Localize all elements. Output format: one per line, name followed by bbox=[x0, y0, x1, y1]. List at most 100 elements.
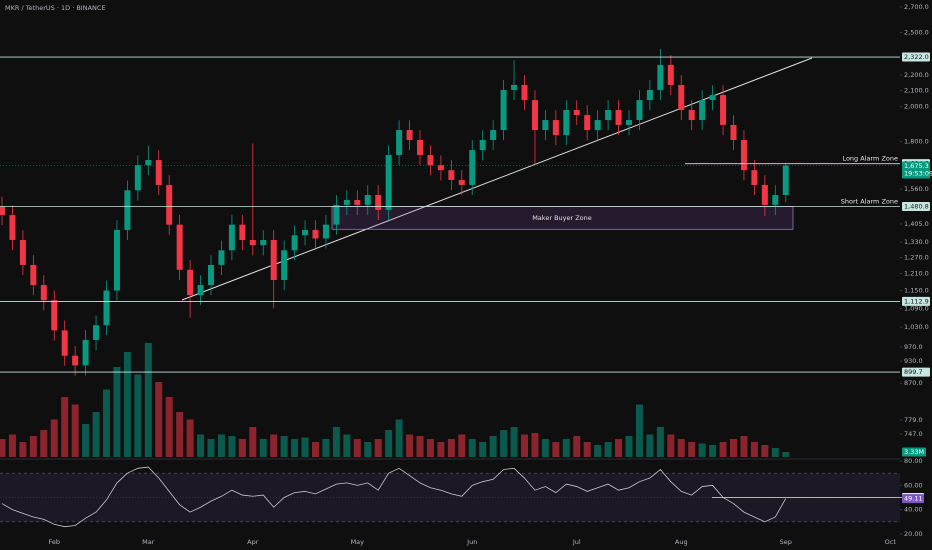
candle-body bbox=[61, 330, 68, 356]
candle-body bbox=[155, 160, 162, 185]
rsi-tick-label: 60.00 bbox=[904, 481, 923, 489]
candle-body bbox=[364, 195, 371, 205]
volume-bar bbox=[270, 434, 278, 457]
volume-bar bbox=[698, 443, 706, 457]
y-tick-label: 1,030.0 bbox=[904, 323, 929, 331]
candle-body bbox=[312, 229, 319, 239]
candle-body bbox=[678, 84, 685, 110]
level-tag-label: 1,112.9 bbox=[904, 297, 929, 305]
candle-body bbox=[730, 124, 737, 141]
level-tag bbox=[902, 52, 930, 62]
volume-bar bbox=[656, 427, 664, 457]
chart-title: MKR / TetherUS · 1D · BINANCE bbox=[5, 4, 106, 12]
volume-bar bbox=[416, 436, 424, 457]
x-tick-label: Mar bbox=[142, 538, 155, 546]
volume-bar bbox=[771, 448, 779, 457]
candle-body bbox=[333, 204, 340, 225]
candle-body bbox=[563, 109, 570, 136]
level-name: Short Alarm Zone bbox=[841, 198, 898, 206]
candle-body bbox=[176, 224, 183, 270]
volume-bar bbox=[761, 445, 769, 457]
candle-body bbox=[396, 130, 403, 156]
candle-body bbox=[782, 165, 789, 196]
volume-bar bbox=[426, 439, 434, 457]
x-tick-label: Jun bbox=[466, 538, 477, 546]
volume-bar bbox=[531, 433, 539, 457]
candle-body bbox=[30, 264, 37, 286]
volume-bar bbox=[750, 442, 758, 457]
volume-bar bbox=[186, 419, 194, 457]
y-tick-label: 1,560.0 bbox=[904, 185, 929, 193]
y-tick-label: 970.0 bbox=[904, 343, 923, 351]
volume-bar bbox=[562, 439, 570, 457]
candle-body bbox=[354, 200, 361, 205]
volume-bar bbox=[353, 439, 361, 457]
volume-bar bbox=[479, 442, 487, 457]
volume-bar bbox=[740, 436, 748, 457]
candle-body bbox=[302, 229, 309, 236]
candle-body bbox=[218, 250, 225, 265]
volume-bar bbox=[552, 442, 560, 457]
level-tag-label: 2,322.0 bbox=[904, 53, 929, 61]
volume-bar bbox=[594, 445, 602, 457]
volume-bar bbox=[165, 397, 173, 457]
volume-bar bbox=[458, 434, 466, 457]
volume-bar bbox=[625, 436, 633, 457]
volume-bar bbox=[437, 442, 445, 457]
candle-body bbox=[615, 109, 622, 125]
volume-bar bbox=[280, 436, 288, 457]
volume-bar bbox=[301, 437, 309, 457]
volume-tag-label: 3.33M bbox=[904, 448, 924, 456]
volume-bar bbox=[103, 389, 110, 457]
volume-tag bbox=[902, 447, 926, 457]
candle-body bbox=[542, 120, 549, 131]
volume-bar bbox=[82, 424, 90, 457]
candle-body bbox=[134, 165, 141, 191]
candle-body bbox=[417, 140, 423, 156]
candle-body bbox=[646, 89, 653, 101]
volume-bar bbox=[385, 430, 393, 457]
y-tick-label: 870.0 bbox=[904, 379, 923, 387]
candle-body bbox=[448, 170, 455, 180]
volume-bar bbox=[19, 442, 27, 457]
y-tick-label: 1,405.0 bbox=[904, 220, 929, 228]
y-tick-label: 1,800.0 bbox=[904, 138, 929, 146]
volume-bar bbox=[468, 439, 476, 457]
level-tag bbox=[902, 296, 930, 306]
candle-body bbox=[636, 100, 643, 121]
volume-bar bbox=[615, 439, 623, 457]
volume-bar bbox=[217, 434, 225, 457]
candle-body bbox=[187, 269, 194, 296]
y-tick-label: 930.0 bbox=[904, 357, 923, 365]
volume-bar bbox=[322, 439, 330, 457]
volume-bar bbox=[61, 397, 69, 457]
candle-body bbox=[208, 264, 214, 286]
x-tick-label: Aug bbox=[675, 538, 688, 546]
candle-body bbox=[437, 165, 444, 171]
volume-bar bbox=[134, 374, 142, 457]
volume-bar bbox=[50, 419, 58, 457]
volume-bar bbox=[176, 412, 184, 457]
volume-bar bbox=[197, 434, 205, 457]
candle-body bbox=[260, 239, 267, 246]
rsi-tick-label: 20.00 bbox=[904, 530, 923, 538]
candle-body bbox=[667, 64, 674, 85]
level-tag-label: 1,480.8 bbox=[904, 203, 929, 211]
candle-body bbox=[291, 235, 298, 251]
volume-bar bbox=[249, 427, 257, 457]
level-name: Long Alarm Zone bbox=[842, 155, 898, 163]
volume-bar bbox=[688, 442, 696, 457]
candle-body bbox=[500, 89, 507, 131]
rsi-tick-label: 80.00 bbox=[904, 457, 923, 465]
candle-body bbox=[82, 339, 89, 366]
candle-body bbox=[385, 155, 392, 210]
volume-bar bbox=[332, 427, 340, 457]
candle-body bbox=[605, 109, 612, 121]
candle-body bbox=[720, 95, 727, 125]
volume-bar bbox=[123, 352, 131, 457]
volume-bar bbox=[312, 442, 319, 457]
volume-bar bbox=[677, 439, 685, 457]
level-tag bbox=[902, 202, 930, 212]
volume-bar bbox=[238, 439, 246, 457]
